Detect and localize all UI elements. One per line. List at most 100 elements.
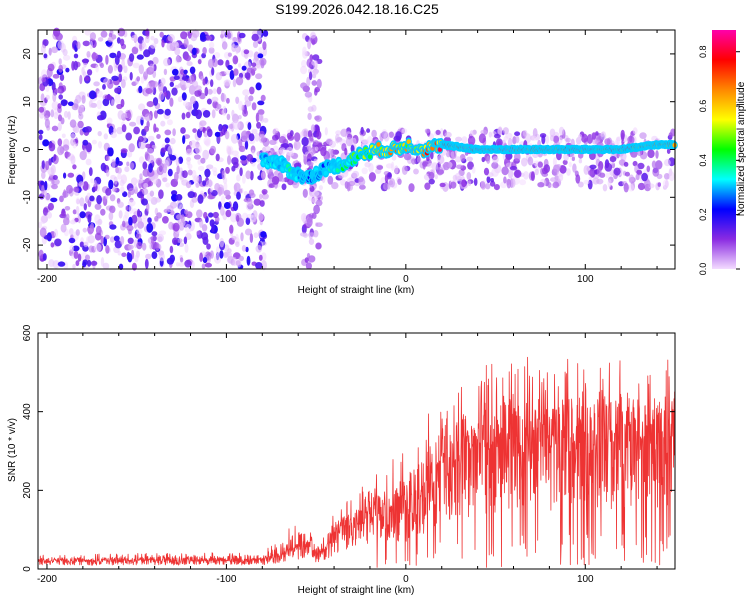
heatmap-cell [616,137,620,146]
heatmap-cell [255,245,263,253]
heatmap-cell [131,214,138,224]
heatmap-cell [120,236,125,245]
heatmap-cell [346,181,351,192]
heatmap-cell [287,178,294,186]
heatmap-cell [199,120,207,127]
heatmap-cell [541,135,546,145]
x-tick-label: -200 [37,274,57,285]
heatmap-cell [578,134,583,140]
heatmap-x-axis-label: Height of straight line (km) [298,285,415,296]
heatmap-cell [54,88,62,94]
colorbar-tick-label: 0.8 [698,45,708,58]
heatmap-cell [117,64,123,73]
heatmap-cell [395,131,402,141]
heatmap-cell [231,235,237,241]
heatmap-cell [566,168,571,176]
heatmap-cell [300,82,308,89]
heatmap-cell [315,222,323,227]
heatmap-cell [93,81,100,87]
heatmap-cell [258,47,264,53]
heatmap-cell [158,82,164,93]
heatmap-cell [416,156,422,163]
heatmap-cell [51,46,59,54]
heatmap-cell [503,176,507,184]
heatmap-cell [613,167,621,176]
heatmap-cell [69,219,76,225]
heatmap-cell [135,42,141,49]
heatmap-cell [303,232,308,238]
heatmap-cell [96,90,104,98]
heatmap-cell [637,182,646,191]
heatmap-cell [136,54,144,60]
heatmap-cell [311,80,318,86]
heatmap-cell [568,161,572,168]
heatmap-cell [240,159,248,164]
heatmap-cell [137,216,142,224]
heatmap-cell [71,103,79,111]
heatmap-cell [142,161,148,170]
heatmap-cell [422,161,429,167]
heatmap-cell [100,208,106,216]
heatmap-cell [202,257,208,264]
heatmap-cell [227,64,233,71]
heatmap-cell [179,257,184,263]
heatmap-cell [376,165,384,170]
heatmap-cell [272,128,277,135]
heatmap-cell [134,254,139,263]
heatmap-cell [537,161,543,168]
heatmap-cell [147,154,155,164]
heatmap-cell [466,172,472,180]
heatmap-cell [607,179,612,188]
heatmap-cell [604,162,613,172]
heatmap-cell [427,163,435,168]
heatmap-cell [69,245,75,252]
heatmap-cell [127,237,134,244]
heatmap-cell [127,151,133,158]
heatmap-cell [307,112,312,120]
heatmap-cell [202,127,206,134]
heatmap-cell [175,194,183,201]
heatmap-cell [79,211,86,219]
heatmap-signal-track [259,137,678,185]
heatmap-y-axis-label: Frequency (Hz) [7,116,18,185]
heatmap-cell [72,245,80,252]
heatmap-cell [620,132,625,142]
colorbar-tick-label: 0.0 [698,263,708,276]
heatmap-cell [217,59,224,66]
heatmap-cell [154,197,162,203]
heatmap-cell [245,170,251,180]
heatmap-cell [215,72,223,81]
heatmap-cell [435,129,441,135]
heatmap-cell [130,177,138,186]
heatmap-cell [85,254,90,261]
heatmap-cell [644,179,651,189]
heatmap-cell [521,157,528,167]
heatmap-cell [467,180,472,187]
heatmap-cell [439,156,445,164]
heatmap-cell [40,69,48,80]
heatmap-cell [302,188,308,198]
heatmap-cell [227,52,232,57]
heatmap-cell [226,251,232,258]
heatmap-cell [73,250,79,259]
heatmap-cell [62,144,70,151]
heatmap-cell [103,78,111,85]
heatmap-cell [95,220,102,226]
heatmap-cell [553,135,560,144]
heatmap-cell [60,210,66,217]
heatmap-cell [391,154,397,161]
heatmap-cell [459,154,466,162]
heatmap-cell [469,130,474,138]
heatmap-cell [255,112,260,123]
heatmap-cell [57,145,64,156]
heatmap-cell [387,172,392,178]
x-tick-label: 0 [403,574,409,585]
heatmap-cell [236,191,241,200]
heatmap-cell [534,168,539,176]
heatmap-cell [255,65,263,70]
heatmap-cell [48,142,56,152]
heatmap-cell [67,101,74,107]
heatmap-cell [240,155,247,161]
heatmap-cell [397,178,402,185]
heatmap-cell [146,148,154,154]
